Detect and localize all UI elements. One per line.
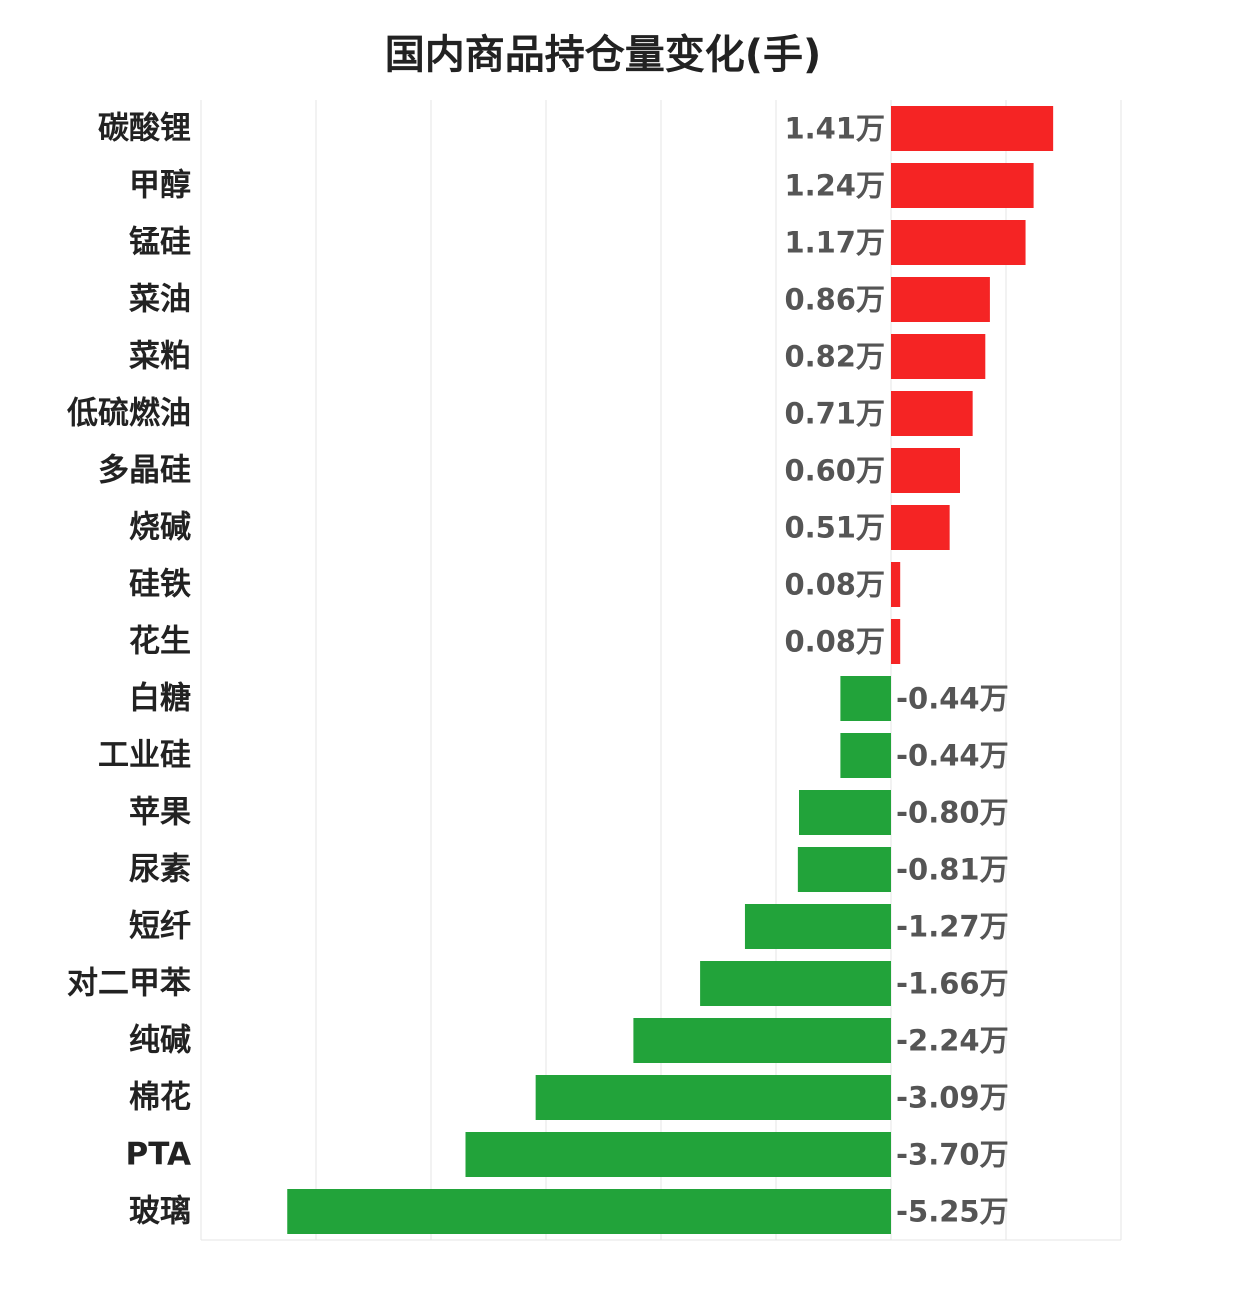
value-label: -1.27万 bbox=[896, 910, 1009, 944]
value-label: 0.86万 bbox=[784, 283, 885, 317]
value-label: 1.41万 bbox=[784, 112, 885, 146]
category-label: 玻璃 bbox=[129, 1194, 191, 1230]
value-label: 1.24万 bbox=[784, 169, 885, 203]
value-label: 0.08万 bbox=[784, 625, 885, 659]
chart-title: 国内商品持仓量变化(手) bbox=[384, 32, 822, 78]
value-label: 0.60万 bbox=[784, 454, 885, 488]
value-label: 0.82万 bbox=[784, 340, 885, 374]
bar bbox=[799, 790, 891, 835]
value-label: -0.81万 bbox=[896, 853, 1009, 887]
category-label: 花生 bbox=[129, 624, 191, 660]
value-label: -2.24万 bbox=[896, 1024, 1009, 1058]
category-label: 棉花 bbox=[129, 1080, 191, 1116]
value-label: 1.17万 bbox=[784, 226, 885, 260]
bars bbox=[287, 106, 1054, 1234]
category-label: 苹果 bbox=[129, 795, 191, 831]
bar bbox=[465, 1132, 891, 1177]
bar bbox=[700, 961, 891, 1006]
bar bbox=[287, 1189, 891, 1234]
category-label: 锰硅 bbox=[129, 225, 191, 261]
category-label: 工业硅 bbox=[98, 738, 191, 774]
category-label: 多晶硅 bbox=[98, 453, 191, 489]
category-label: 短纤 bbox=[129, 909, 191, 945]
category-label: 甲醇 bbox=[129, 168, 191, 204]
value-label: -0.80万 bbox=[896, 796, 1009, 830]
bar bbox=[840, 676, 891, 721]
value-label: 0.08万 bbox=[784, 568, 885, 602]
value-labels: 1.41万 1.24万 1.17万 0.86万 0.82万 0.71万 0.60万 0.51万… bbox=[784, 112, 1008, 1229]
category-label: 碳酸锂 bbox=[98, 111, 191, 147]
bar bbox=[840, 733, 891, 778]
bar bbox=[891, 163, 1034, 208]
bar bbox=[633, 1018, 891, 1063]
bar bbox=[891, 334, 986, 379]
value-label: 0.51万 bbox=[784, 511, 885, 545]
grid-lines bbox=[200, 100, 1122, 1241]
bar bbox=[891, 220, 1026, 265]
category-label: 菜油 bbox=[129, 282, 191, 318]
category-label: 对二甲苯 bbox=[67, 966, 191, 1002]
bar bbox=[891, 562, 901, 607]
category-label: 白糖 bbox=[129, 681, 191, 717]
category-label: 尿素 bbox=[129, 852, 191, 888]
bar bbox=[891, 391, 973, 436]
bar bbox=[744, 904, 891, 949]
category-labels: 碳酸锂甲醇锰硅菜油菜粕低硫燃油多晶硅烧碱硅铁花生白糖工业硅苹果尿素短纤对二甲苯纯… bbox=[66, 111, 191, 1230]
bar bbox=[891, 619, 901, 664]
category-label: 硅铁 bbox=[129, 567, 191, 603]
category-label: 菜粕 bbox=[129, 339, 191, 375]
value-label: -3.09万 bbox=[896, 1081, 1009, 1115]
category-label: 低硫燃油 bbox=[66, 396, 191, 432]
value-label: -3.70万 bbox=[896, 1138, 1009, 1172]
value-label: -0.44万 bbox=[896, 682, 1009, 716]
bar bbox=[891, 106, 1054, 151]
bar bbox=[797, 847, 891, 892]
bar bbox=[891, 505, 950, 550]
bar bbox=[891, 277, 990, 322]
value-label: 0.71万 bbox=[784, 397, 885, 431]
value-label: -0.44万 bbox=[896, 739, 1009, 773]
value-label: -1.66万 bbox=[896, 967, 1009, 1001]
category-label: 烧碱 bbox=[129, 510, 191, 546]
bar bbox=[891, 448, 960, 493]
category-label: PTA bbox=[126, 1137, 191, 1173]
category-label: 纯碱 bbox=[129, 1023, 191, 1059]
bar bbox=[535, 1075, 891, 1120]
value-label: -5.25万 bbox=[896, 1195, 1009, 1229]
